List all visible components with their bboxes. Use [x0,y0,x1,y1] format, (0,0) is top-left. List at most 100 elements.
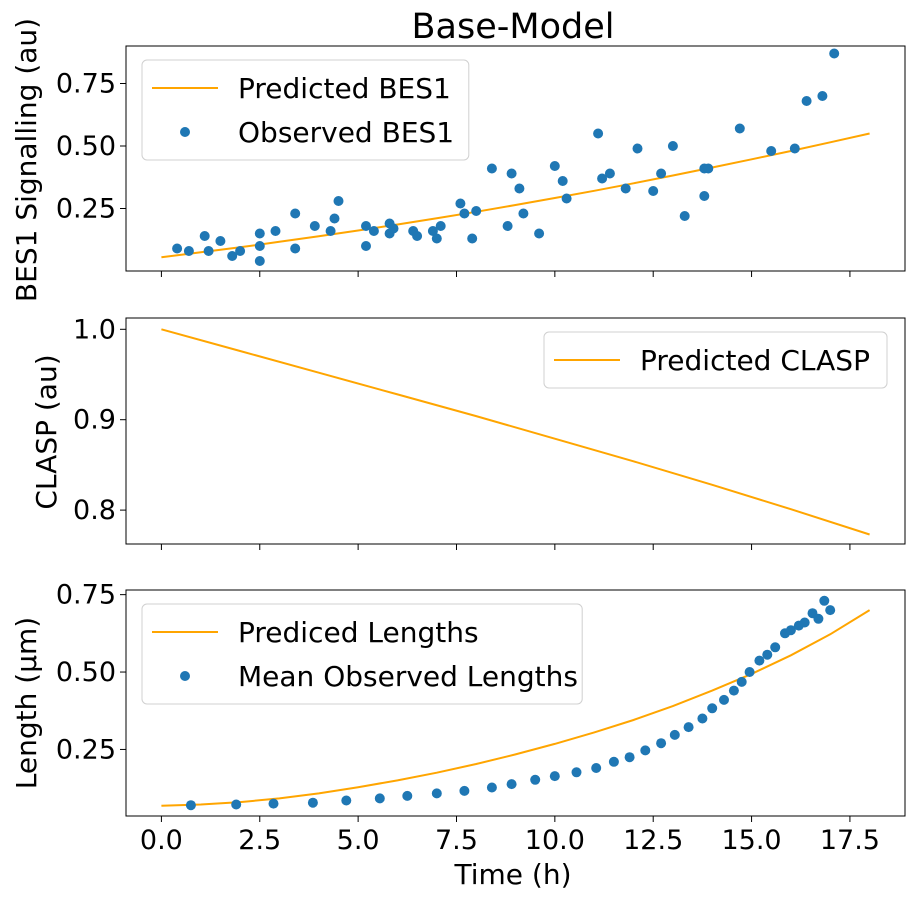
data-point [744,667,755,677]
data-point [699,191,710,201]
data-point [762,649,773,660]
ylabel-clasp: CLASP (au) [30,354,63,509]
data-point [309,221,320,231]
data-point [333,196,344,206]
data-point [368,226,379,236]
data-point [557,176,568,186]
data-point [427,226,438,236]
data-point [506,779,517,790]
data-point [183,246,194,256]
data-point [593,128,604,139]
data-point [683,722,694,733]
data-point [734,123,745,134]
data-point [486,782,497,793]
data-point [235,246,246,256]
plot-frame [125,45,906,272]
data-point [624,752,635,763]
legend-label: Mean Observed Lengths [238,660,578,693]
data-point [799,617,810,628]
y-tick-label: 0.75 [56,580,116,611]
x-tick-label: 2.5 [238,825,281,856]
data-point [290,208,301,219]
y-tick-label: 0.25 [56,734,116,765]
data-point [203,246,214,256]
legend-box [543,331,888,389]
legend-label: Predicted CLASP [640,344,870,377]
data-point [361,241,371,251]
data-point [785,625,796,636]
legend: Prediced Lengths Mean Observed Lengths [141,603,583,705]
data-point [604,168,615,179]
data-point [754,655,765,666]
series-line [161,132,870,259]
data-point [591,763,602,773]
data-point [530,774,541,785]
data-point [467,233,478,244]
data-point [431,788,442,799]
xlabel-time: Time (h) [453,858,571,891]
legend-box [141,59,470,161]
data-point [789,143,800,154]
data-point [486,163,497,174]
data-point [667,141,678,151]
data-point [270,226,281,236]
data-point [329,213,340,224]
data-point [801,96,812,106]
y-tick-label: 0.25 [56,194,116,225]
data-point [719,694,729,705]
data-point [471,206,482,216]
x-tick-label: 10.0 [525,825,585,856]
ylabel-bes1: BES1 Signalling (au) [10,18,43,302]
x-tick-label: 15.0 [721,825,781,856]
data-point [656,168,667,179]
data-point [374,793,385,804]
data-point [455,198,466,209]
data-point [307,797,318,808]
data-point [518,208,529,219]
legend-box [141,603,583,705]
legend-label: Observed BES1 [238,116,454,149]
x-tick-label: 17.5 [820,825,880,856]
y-tick-label: 0.9 [73,405,116,436]
series-line [161,328,870,536]
data-point [459,785,470,796]
plot-frame [125,317,906,545]
data-point [829,48,840,59]
data-point [254,256,265,266]
data-point [549,771,560,782]
data-point [325,226,336,236]
data-point [185,800,196,811]
x-tick-label: 0.0 [140,825,183,856]
data-point [514,183,525,194]
data-point [506,168,517,179]
data-point [561,193,572,204]
data-point [290,243,301,254]
data-point [431,233,442,244]
data-point [825,605,836,616]
data-point [770,642,781,653]
data-point [534,228,545,239]
data-point [608,756,619,767]
data-point [703,163,714,174]
data-point [571,767,582,778]
data-point [707,703,718,714]
legend-label: Predicted BES1 [238,72,451,105]
y-tick-label: 0.50 [56,657,116,688]
data-point [459,208,470,219]
y-tick-label: 0.50 [56,131,116,162]
y-tick-label: 0.75 [56,69,116,100]
data-point [227,251,238,261]
plot-frame [125,589,906,817]
y-tick-label: 1.0 [73,314,116,345]
data-point [361,221,371,231]
data-point [549,161,560,171]
data-point [766,146,777,156]
panel-length: 0.25 0.50 0.75 0.0 2.5 5.0 7.5 10.0 12.5 15.0 17.5… [56,580,906,856]
data-point [697,713,708,724]
data-point [669,729,680,740]
legend-label: Prediced Lengths [238,616,479,649]
legend: Predicted BES1 Observed BES1 [141,59,470,161]
x-tick-label: 5.0 [337,825,380,856]
panel-bes1: 0.25 0.50 0.75 Predicted BES1 Observed BES1 [56,45,906,277]
